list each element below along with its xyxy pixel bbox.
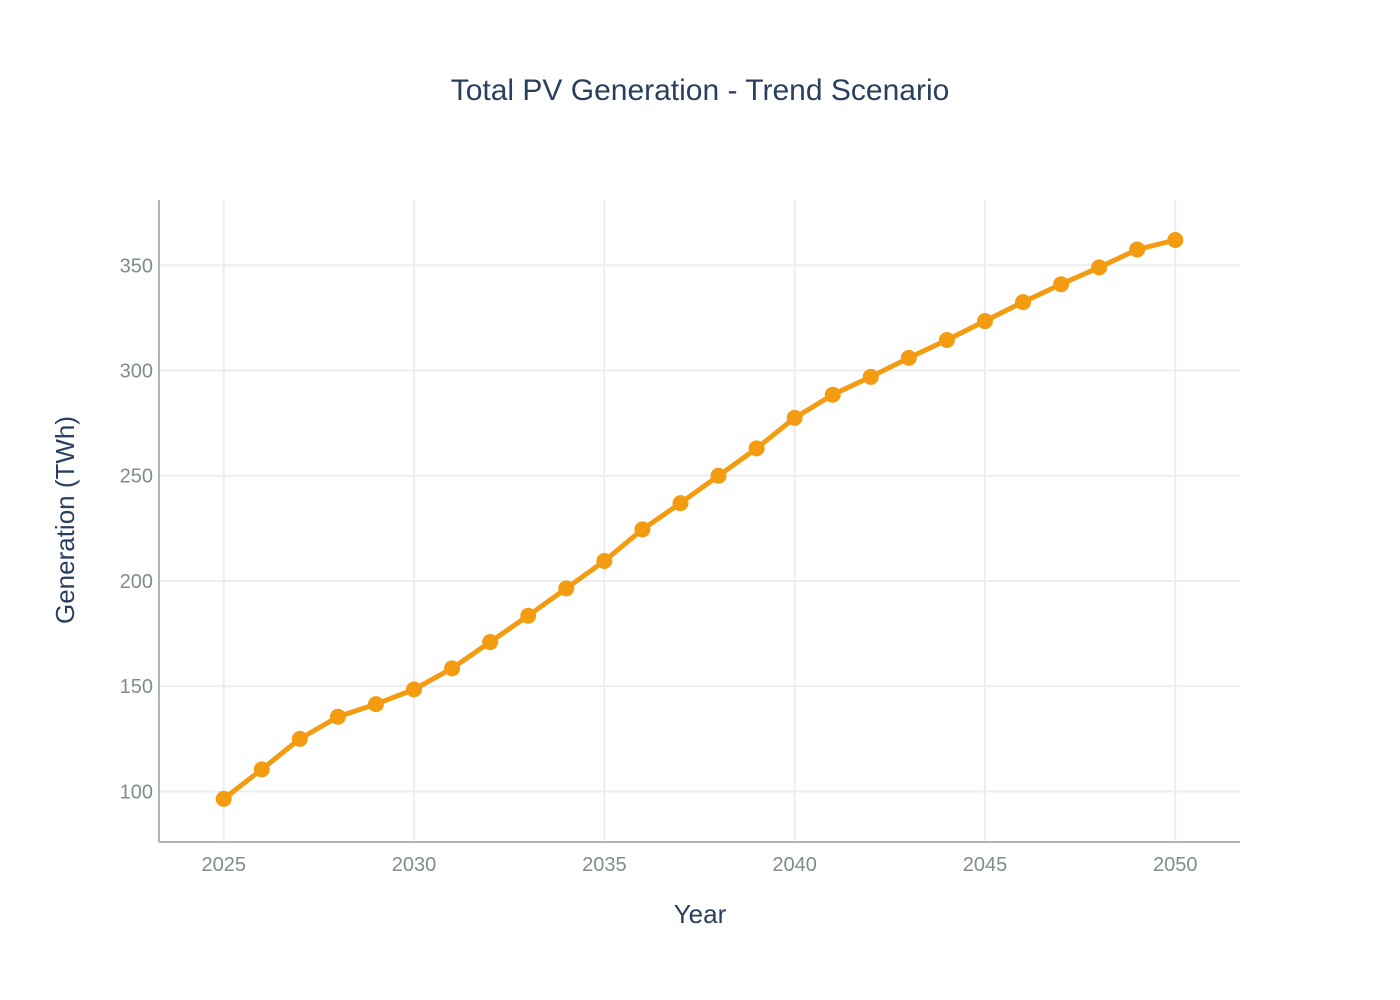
y-tick-label: 250 [120,466,153,488]
data-point[interactable] [558,580,575,597]
data-point[interactable] [634,521,651,538]
y-tick-label: 300 [120,360,153,382]
data-point[interactable] [710,467,727,484]
data-point[interactable] [444,660,461,677]
data-point[interactable] [1129,241,1146,258]
series-line [221,237,1178,802]
data-point[interactable] [976,313,993,330]
data-point[interactable] [672,495,689,512]
data-point[interactable] [406,681,423,698]
data-point[interactable] [291,730,308,747]
y-tick-label: 100 [120,781,153,803]
y-tick-label: 150 [120,676,153,698]
data-point[interactable] [1053,276,1070,293]
y-tick-label: 200 [120,571,153,593]
data-point[interactable] [520,607,537,624]
data-point[interactable] [329,708,346,725]
data-point[interactable] [215,790,232,807]
y-tick-label: 350 [120,255,153,277]
x-tick-label: 2025 [201,854,246,876]
x-tick-label: 2040 [772,854,817,876]
data-point[interactable] [748,440,765,457]
grid-layer [159,200,1240,842]
x-tick-label: 2050 [1153,854,1198,876]
x-axis-title: Year [674,899,727,929]
data-point[interactable] [253,761,270,778]
data-point[interactable] [596,552,613,569]
data-point[interactable] [824,386,841,403]
data-point[interactable] [482,634,499,651]
series-layer [215,231,1184,807]
y-axis-title: Generation (TWh) [50,416,80,624]
tick-layer: 2025 2030 2035 2040 2045 2050 100 150 200 250 300 3… [120,255,1198,876]
chart-title: Total PV Generation - Trend Scenario [451,74,950,107]
data-point[interactable] [900,349,917,366]
x-tick-label: 2035 [582,854,627,876]
data-point[interactable] [786,409,803,426]
axis-layer [158,200,1240,843]
data-point[interactable] [938,331,955,348]
data-point[interactable] [1167,231,1184,248]
data-point[interactable] [862,368,879,385]
data-point[interactable] [1015,294,1032,311]
x-tick-label: 2030 [392,854,437,876]
data-point[interactable] [367,696,384,713]
data-point[interactable] [1091,259,1108,276]
x-tick-label: 2045 [963,854,1008,876]
